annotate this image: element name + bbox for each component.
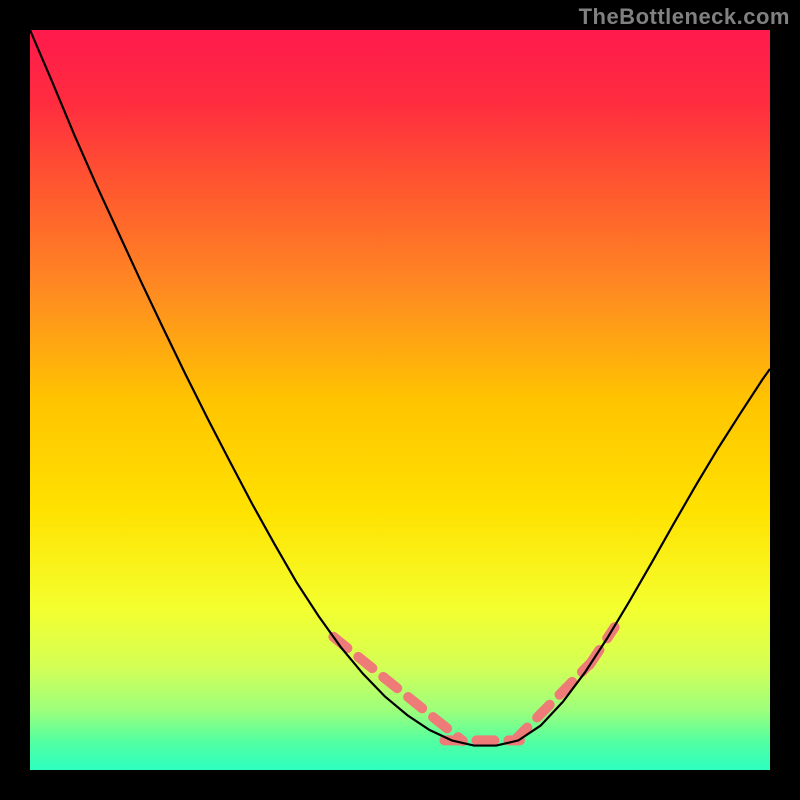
plot-background [30,30,770,770]
chart-stage: TheBottleneck.com [0,0,800,800]
watermark-text: TheBottleneck.com [579,4,790,30]
bottleneck-chart [0,0,800,800]
